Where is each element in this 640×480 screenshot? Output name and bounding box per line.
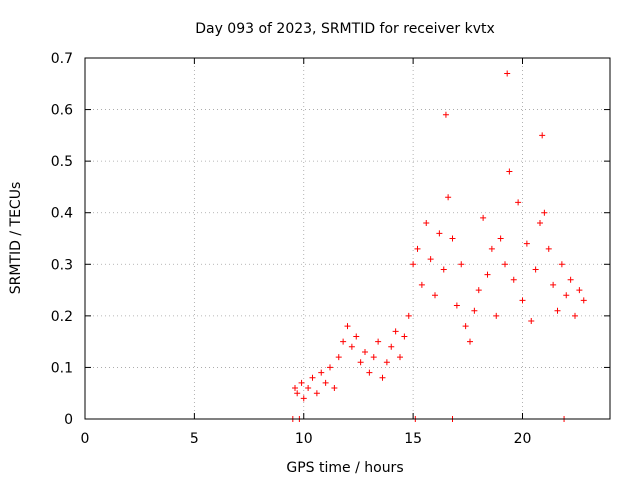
data-point-marker xyxy=(576,287,583,294)
data-point-marker xyxy=(313,390,320,397)
chart-title: Day 093 of 2023, SRMTID for receiver kvt… xyxy=(195,21,495,37)
y-tick-label: 0.6 xyxy=(51,103,73,119)
grid xyxy=(85,58,610,419)
data-point-marker xyxy=(392,328,399,335)
data-point-marker xyxy=(504,70,511,77)
data-point-marker xyxy=(405,312,412,319)
y-axis-ticks: 0 0.1 0.2 0.3 0.4 0.5 0.6 0.7 xyxy=(51,51,610,428)
data-point-marker xyxy=(344,323,351,330)
data-point-marker xyxy=(362,348,368,355)
data-point-marker xyxy=(318,369,325,376)
x-axis-ticks: 0 5 10 15 20 xyxy=(81,58,532,447)
data-point-marker xyxy=(528,318,535,325)
data-point-marker xyxy=(322,379,329,386)
x-tick-label: 5 xyxy=(190,431,199,447)
data-point-marker xyxy=(401,333,408,340)
data-point-marker xyxy=(375,338,382,345)
data-point-marker xyxy=(532,266,539,273)
data-point-marker xyxy=(357,359,364,366)
data-point-marker xyxy=(519,297,526,304)
y-tick-label: 0.5 xyxy=(51,154,73,170)
data-points xyxy=(289,70,587,422)
data-point-marker xyxy=(554,307,561,314)
data-point-marker xyxy=(379,374,386,381)
data-point-marker xyxy=(445,194,452,201)
data-point-marker xyxy=(348,343,355,350)
x-tick-label: 0 xyxy=(81,431,90,447)
plot-frame xyxy=(84,57,611,420)
data-point-marker xyxy=(453,302,460,309)
data-point-marker xyxy=(493,312,500,319)
data-point-marker xyxy=(309,374,316,381)
data-point-marker xyxy=(383,359,390,366)
data-point-marker xyxy=(305,385,312,392)
data-point-marker xyxy=(366,369,373,376)
data-point-marker xyxy=(388,343,395,350)
x-axis-label: GPS time / hours xyxy=(286,460,403,476)
data-point-marker xyxy=(292,385,298,392)
y-tick-label: 0 xyxy=(64,412,73,428)
y-tick-label: 0.2 xyxy=(51,309,73,325)
data-point-marker xyxy=(353,333,360,340)
y-tick-label: 0.3 xyxy=(51,257,73,273)
data-point-marker xyxy=(467,338,473,345)
data-point-marker xyxy=(471,307,478,314)
data-point-marker xyxy=(294,390,301,397)
data-point-marker xyxy=(442,111,449,118)
data-point-marker xyxy=(335,354,342,361)
data-point-marker xyxy=(327,364,333,371)
data-point-marker xyxy=(572,312,578,319)
x-tick-label: 10 xyxy=(295,431,313,447)
data-point-marker xyxy=(423,220,430,227)
data-point-marker xyxy=(436,230,443,237)
x-tick-label: 15 xyxy=(404,431,422,447)
data-point-marker xyxy=(506,168,513,175)
data-point-marker xyxy=(300,395,307,402)
data-point-marker xyxy=(331,385,338,392)
data-point-marker xyxy=(497,235,504,242)
data-point-marker xyxy=(567,276,574,283)
data-point-marker xyxy=(510,276,517,283)
x-tick-label: 20 xyxy=(514,431,532,447)
data-point-marker xyxy=(458,261,465,268)
y-tick-label: 0.7 xyxy=(51,51,73,67)
data-point-marker xyxy=(440,266,447,273)
data-point-marker xyxy=(432,292,438,299)
data-point-marker xyxy=(502,261,508,268)
data-point-marker xyxy=(539,132,546,139)
data-point-marker xyxy=(550,281,557,288)
data-point-marker xyxy=(523,240,530,247)
data-point-marker xyxy=(340,338,347,345)
y-axis-label: SRMTID / TECUs xyxy=(8,182,24,295)
data-point-marker xyxy=(484,271,491,278)
data-point-marker xyxy=(410,261,417,268)
y-tick-label: 0.4 xyxy=(51,206,73,222)
data-point-marker xyxy=(298,379,305,386)
data-point-marker xyxy=(449,235,456,242)
data-point-marker xyxy=(580,297,587,304)
data-point-marker xyxy=(563,292,570,299)
data-point-marker xyxy=(558,261,565,268)
y-tick-label: 0.1 xyxy=(51,360,73,376)
data-point-marker xyxy=(545,245,552,252)
data-point-marker xyxy=(370,354,377,361)
data-point-marker xyxy=(414,245,421,252)
data-point-marker xyxy=(541,209,548,216)
data-point-marker xyxy=(537,220,543,227)
data-point-marker xyxy=(480,214,487,221)
data-point-marker xyxy=(427,256,434,263)
data-point-marker xyxy=(462,323,469,330)
data-point-marker xyxy=(475,287,482,294)
data-point-marker xyxy=(397,354,403,361)
data-point-marker xyxy=(515,199,522,206)
data-point-marker xyxy=(488,245,495,252)
data-point-marker xyxy=(418,281,425,288)
